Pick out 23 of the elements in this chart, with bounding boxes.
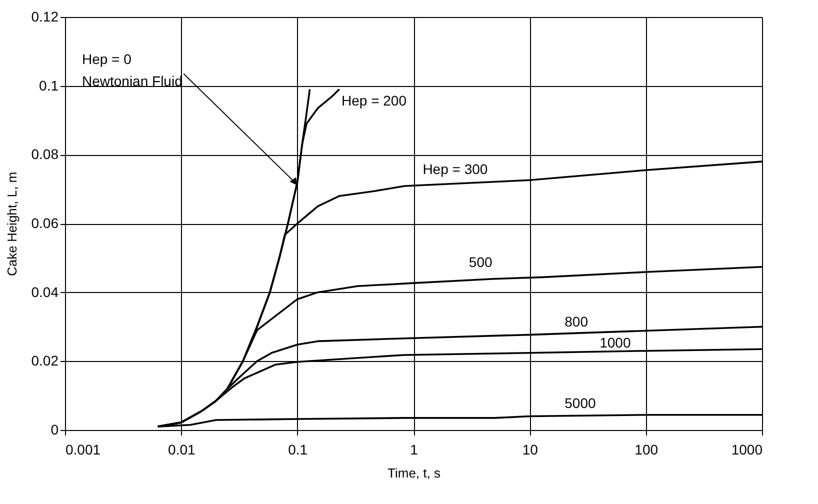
x-axis-title: Time, t, s bbox=[388, 466, 441, 480]
series-label: 1000 bbox=[600, 334, 631, 350]
y-axis-title: Cake Height, L, m bbox=[4, 172, 20, 276]
x-tick-label: 1000 bbox=[731, 442, 763, 458]
series-label: 5000 bbox=[564, 395, 596, 412]
y-tick-label: 0.02 bbox=[31, 352, 59, 369]
series-label: 800 bbox=[564, 314, 588, 330]
x-tick-label: 0.001 bbox=[66, 442, 101, 458]
series-label: Hep = 200 bbox=[342, 92, 407, 108]
x-tick-label: 10 bbox=[522, 442, 538, 458]
y-tick-label: 0.04 bbox=[31, 284, 59, 300]
x-tick-label: 0.1 bbox=[288, 442, 308, 458]
series-label: Hep = 300 bbox=[422, 161, 488, 178]
x-tick-label: 100 bbox=[634, 442, 658, 458]
y-tick-label: 0.1 bbox=[39, 77, 59, 94]
y-tick-label: 0.06 bbox=[31, 215, 59, 231]
x-tick-label: 1 bbox=[410, 442, 418, 458]
series-label: 500 bbox=[468, 254, 492, 270]
annotation: Hep = 0 Newtonian Fluid bbox=[82, 51, 182, 90]
y-tick-label: 0.12 bbox=[31, 8, 59, 24]
y-tick-label: 0 bbox=[50, 422, 59, 438]
y-tick-label: 0.08 bbox=[31, 146, 59, 162]
x-tick-label: 0.01 bbox=[168, 442, 196, 458]
